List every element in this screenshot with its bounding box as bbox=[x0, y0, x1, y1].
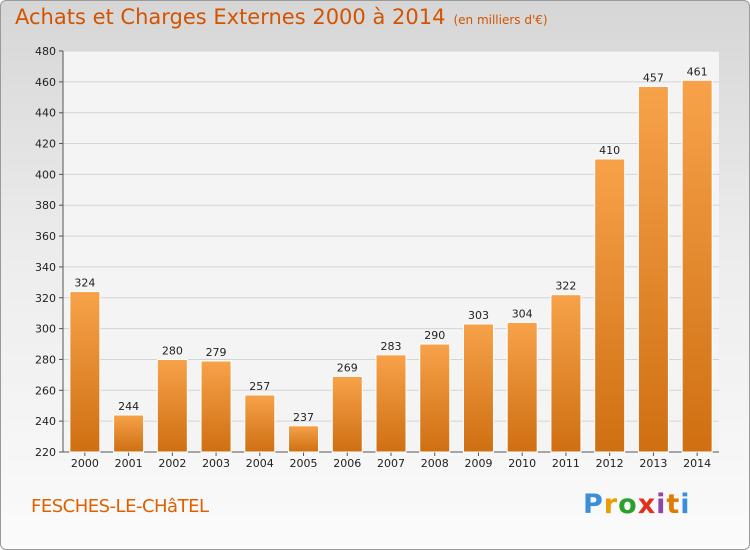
y-tick-label: 240 bbox=[35, 415, 56, 428]
y-tick-label: 300 bbox=[35, 323, 56, 336]
data-label-2013: 457 bbox=[643, 71, 664, 84]
data-label-2009: 303 bbox=[468, 309, 489, 322]
proxiti-logo[interactable]: Proxiti bbox=[583, 489, 691, 520]
y-tick-label: 320 bbox=[35, 292, 56, 305]
bar-2013 bbox=[637, 85, 669, 453]
bar-2010 bbox=[506, 321, 538, 453]
logo-letter: x bbox=[637, 489, 657, 520]
commune-name: FESCHES-LE-CHâTEL bbox=[31, 496, 209, 517]
x-tick-label: 2013 bbox=[639, 457, 667, 470]
y-tick-label: 440 bbox=[35, 107, 56, 120]
y-tick-label: 280 bbox=[35, 353, 56, 366]
data-label-2012: 410 bbox=[599, 144, 620, 157]
data-label-2010: 304 bbox=[512, 307, 533, 320]
data-label-2014: 461 bbox=[687, 65, 708, 78]
x-tick-label: 2008 bbox=[421, 457, 449, 470]
logo-letter: P bbox=[583, 489, 604, 520]
bars bbox=[69, 79, 713, 453]
data-label-2001: 244 bbox=[118, 400, 139, 413]
chart-title: Achats et Charges Externes 2000 à 2014 (e… bbox=[15, 5, 548, 29]
logo-letter: i bbox=[680, 489, 691, 520]
logo-letter: t bbox=[666, 489, 681, 520]
logo-letter: r bbox=[603, 489, 619, 520]
data-labels: 324 244 280 279 257 237 269 283 290 303 304 322 410 4… bbox=[74, 65, 707, 423]
logo-letter: o bbox=[618, 489, 638, 520]
bar-2004 bbox=[244, 394, 276, 453]
bar-2001 bbox=[113, 414, 145, 453]
y-tick-label: 480 bbox=[35, 45, 56, 58]
y-tick-label: 400 bbox=[35, 168, 56, 181]
x-tick-label: 2004 bbox=[246, 457, 274, 470]
bar-2003 bbox=[200, 360, 232, 453]
logo-letter: i bbox=[656, 489, 667, 520]
data-label-2007: 283 bbox=[381, 340, 402, 353]
y-tick-label: 420 bbox=[35, 138, 56, 151]
x-tick-label: 2006 bbox=[333, 457, 361, 470]
data-label-2003: 279 bbox=[206, 346, 227, 359]
bar-2008 bbox=[419, 343, 451, 453]
x-tick-label: 2010 bbox=[508, 457, 536, 470]
data-label-2004: 257 bbox=[249, 380, 270, 393]
bar-2000 bbox=[69, 291, 101, 453]
x-tick-label: 2001 bbox=[115, 457, 143, 470]
data-label-2005: 237 bbox=[293, 411, 314, 424]
data-label-2000: 324 bbox=[74, 277, 95, 290]
bar-2007 bbox=[375, 354, 407, 453]
x-tick-label: 2009 bbox=[464, 457, 492, 470]
x-tick-label: 2014 bbox=[683, 457, 711, 470]
data-label-2002: 280 bbox=[162, 344, 183, 357]
bar-2009 bbox=[462, 323, 494, 453]
y-tick-label: 260 bbox=[35, 384, 56, 397]
data-label-2008: 290 bbox=[424, 329, 445, 342]
bar-2012 bbox=[594, 158, 626, 453]
y-tick-label: 340 bbox=[35, 261, 56, 274]
chart-title-text: Achats et Charges Externes 2000 à 2014 bbox=[15, 5, 446, 29]
data-label-2011: 322 bbox=[555, 280, 576, 293]
y-tick-label: 380 bbox=[35, 199, 56, 212]
bar-2005 bbox=[288, 425, 320, 453]
bar-2006 bbox=[331, 375, 363, 453]
x-tick-label: 2005 bbox=[290, 457, 318, 470]
bar-2014 bbox=[681, 79, 713, 453]
x-tick-label: 2012 bbox=[596, 457, 624, 470]
x-tick-label: 2000 bbox=[71, 457, 99, 470]
x-tick-label: 2011 bbox=[552, 457, 580, 470]
bar-2002 bbox=[156, 358, 188, 453]
x-tick-label: 2002 bbox=[158, 457, 186, 470]
y-tick-label: 360 bbox=[35, 230, 56, 243]
x-tick-label: 2007 bbox=[377, 457, 405, 470]
x-tick-label: 2003 bbox=[202, 457, 230, 470]
y-tick-label: 460 bbox=[35, 76, 56, 89]
data-label-2006: 269 bbox=[337, 361, 358, 374]
y-tick-label: 220 bbox=[35, 446, 56, 459]
bar-2011 bbox=[550, 294, 582, 453]
chart-subtitle: (en milliers d'€) bbox=[453, 13, 548, 27]
